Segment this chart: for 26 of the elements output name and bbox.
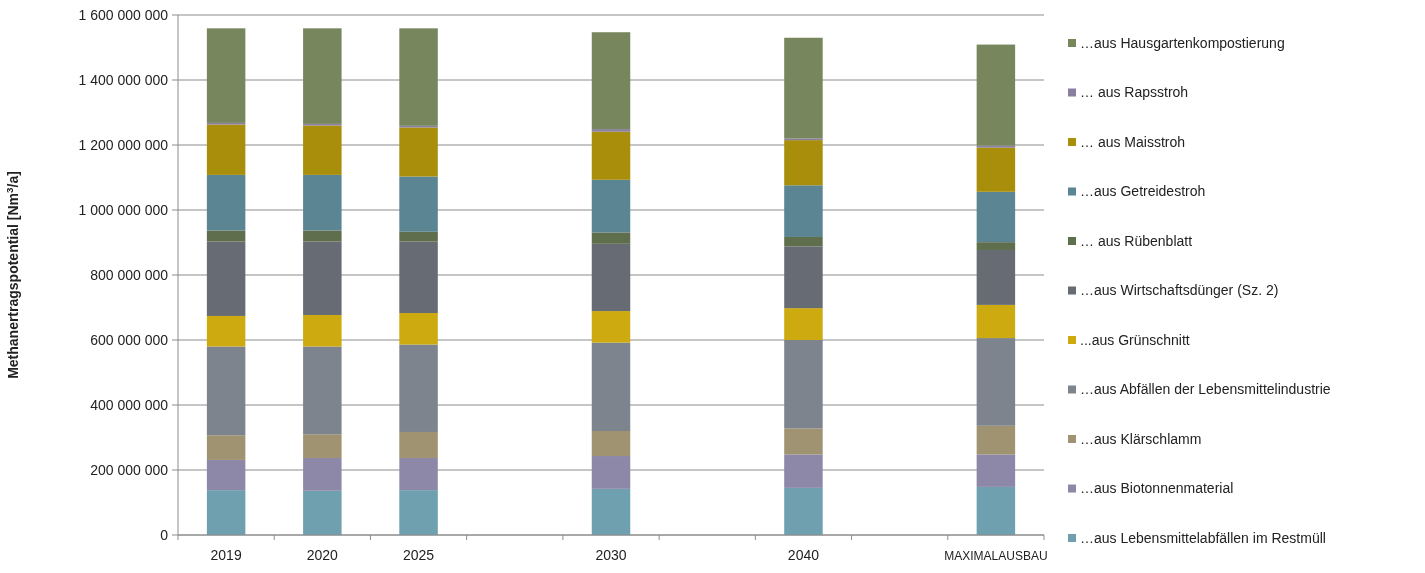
legend-label: …aus Klärschlamm (1080, 430, 1202, 447)
x-tick-label: 2030 (595, 547, 627, 563)
y-tick-label: 0 (160, 526, 169, 543)
legend-label: … aus Rübenblatt (1080, 232, 1193, 249)
y-tick-label: 400 000 000 (90, 396, 169, 413)
y-tick-label: 1 600 000 000 (78, 6, 169, 23)
y-tick-label: 200 000 000 (90, 461, 169, 478)
legend-label: …aus Biotonnenmaterial (1080, 480, 1234, 497)
y-tick-label: 1 200 000 000 (78, 136, 169, 153)
legend-label: … aus Maisstroh (1080, 133, 1186, 150)
legend-label: … aus Rapsstroh (1080, 84, 1189, 101)
y-tick-label: 800 000 000 (90, 266, 169, 283)
y-tick-label: 1 000 000 000 (78, 201, 169, 218)
legend-label: ...aus Grünschnitt (1080, 331, 1190, 348)
legend-label: …aus Hausgartenkompostierung (1080, 34, 1285, 51)
y-tick-label: 600 000 000 (90, 331, 169, 348)
legend-label: …aus Abfällen der Lebensmittelindustrie (1080, 381, 1331, 398)
legend-label: …aus Wirtschaftsdünger (Sz. 2) (1080, 282, 1279, 299)
x-tick-label: 2040 (787, 547, 820, 563)
legend-label: …aus Getreidestroh (1080, 183, 1206, 200)
x-tick-label: MAXIMALAUSBAU (944, 549, 1048, 563)
y-tick-label: 1 400 000 000 (78, 71, 169, 88)
x-tick-label: 2025 (402, 547, 435, 563)
x-tick-label: 2020 (306, 547, 339, 563)
legend-label: …aus Lebensmittelabfällen im Restmüll (1080, 529, 1326, 546)
x-tick-label: 2019 (210, 547, 242, 563)
